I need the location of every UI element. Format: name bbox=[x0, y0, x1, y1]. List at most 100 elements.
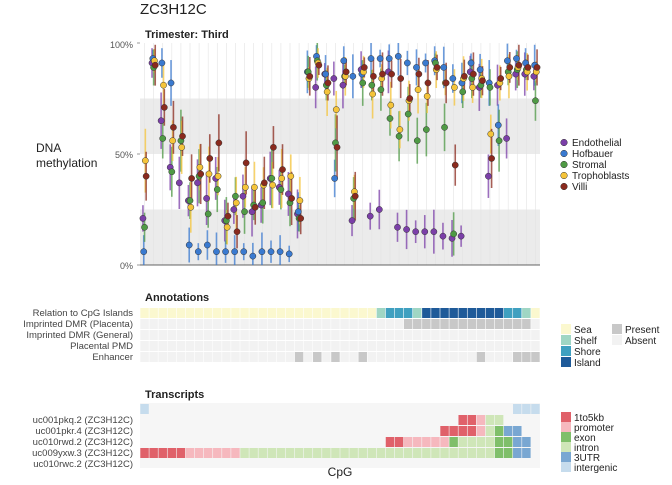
annotation-tile bbox=[449, 319, 458, 329]
transcript-tile bbox=[413, 437, 422, 447]
legend-label: Shelf bbox=[574, 336, 597, 347]
annotation-tile bbox=[258, 352, 267, 362]
data-point bbox=[532, 97, 539, 105]
data-point bbox=[185, 241, 193, 249]
data-point bbox=[340, 57, 348, 65]
annotation-tile bbox=[385, 308, 395, 318]
annotation-tile bbox=[203, 308, 213, 318]
legend-item-1to5kb: 1to5kb bbox=[561, 412, 604, 424]
transcript-tile bbox=[522, 437, 531, 447]
data-point bbox=[394, 52, 402, 60]
transcript-tile bbox=[149, 448, 158, 458]
annotation-tile bbox=[249, 330, 258, 340]
annotation-tile bbox=[531, 330, 540, 340]
data-point bbox=[414, 86, 422, 93]
annotation-tile bbox=[285, 308, 295, 318]
data-point bbox=[268, 175, 276, 182]
data-point bbox=[160, 104, 168, 111]
annotation-tile bbox=[376, 352, 386, 362]
data-point bbox=[151, 61, 159, 69]
y-tick-label-50: 50% bbox=[115, 150, 133, 160]
legend-item-trophoblasts: Trophoblasts bbox=[560, 171, 629, 182]
legend-item-promoter: promoter bbox=[561, 422, 615, 434]
annotation-tile bbox=[503, 352, 513, 362]
data-point bbox=[332, 106, 340, 113]
transcript-tile bbox=[267, 448, 277, 458]
data-point bbox=[504, 57, 511, 65]
y-axis-label-line2: methylation bbox=[36, 156, 97, 170]
data-point bbox=[230, 206, 238, 213]
data-point bbox=[351, 192, 359, 200]
annotation-tile bbox=[458, 319, 467, 329]
legend-swatch bbox=[561, 452, 571, 462]
data-point bbox=[194, 179, 201, 187]
annotation-row-label-cgi: Relation to CpG Islands bbox=[33, 308, 134, 319]
annotation-tile bbox=[331, 308, 340, 318]
legend-item-absent: Absent bbox=[612, 335, 656, 347]
data-point bbox=[239, 192, 247, 200]
annotation-tile bbox=[440, 319, 449, 329]
annotation-tile bbox=[467, 319, 477, 329]
data-point bbox=[376, 55, 384, 62]
legend-label: Present bbox=[625, 325, 660, 336]
data-point bbox=[406, 95, 414, 102]
data-point bbox=[394, 223, 401, 231]
annotation-tile bbox=[376, 308, 386, 318]
annotation-tile bbox=[413, 352, 422, 362]
annotation-tile bbox=[376, 330, 386, 340]
annotation-tile bbox=[522, 330, 531, 340]
transcript-tile bbox=[222, 448, 231, 458]
annotation-tile bbox=[185, 308, 195, 318]
annotation-tile bbox=[231, 319, 240, 329]
data-point bbox=[349, 72, 357, 80]
data-point bbox=[158, 59, 166, 67]
annotation-tile bbox=[176, 308, 186, 318]
annotation-tile bbox=[249, 341, 258, 351]
annotation-tile bbox=[358, 341, 367, 351]
annotation-tile bbox=[422, 341, 431, 351]
annotation-tile bbox=[313, 330, 322, 340]
transcript-tile bbox=[394, 437, 404, 447]
data-point bbox=[186, 197, 194, 204]
annotation-tile bbox=[467, 308, 477, 318]
annotation-tile bbox=[194, 330, 204, 340]
annotation-row-label-pmd: Placental PMD bbox=[70, 341, 133, 352]
annotation-tile bbox=[394, 330, 404, 340]
annotation-tile bbox=[185, 319, 195, 329]
data-point bbox=[324, 79, 332, 87]
transcript-tile bbox=[513, 404, 522, 414]
transcript-tile bbox=[349, 448, 358, 458]
y-tick-label-100: 100% bbox=[110, 40, 133, 50]
legend-item-island: Island bbox=[561, 357, 601, 369]
annotation-tile bbox=[203, 319, 213, 329]
data-point bbox=[233, 228, 241, 236]
transcript-tile bbox=[431, 437, 440, 447]
transcript-tile bbox=[467, 426, 477, 436]
annotation-tile bbox=[522, 319, 531, 329]
data-point bbox=[279, 166, 286, 173]
data-point bbox=[360, 64, 368, 71]
legend-marker bbox=[560, 138, 568, 147]
data-point bbox=[240, 248, 248, 256]
data-point bbox=[215, 139, 223, 147]
annotation-tile bbox=[167, 330, 177, 340]
data-point bbox=[469, 84, 476, 91]
data-point bbox=[430, 228, 438, 236]
annotation-tile bbox=[176, 330, 186, 340]
annotation-tile bbox=[249, 352, 258, 362]
annotation-tile bbox=[231, 352, 240, 362]
annotation-tile bbox=[431, 330, 440, 340]
data-point bbox=[297, 215, 305, 222]
legend-label: Trophoblasts bbox=[572, 171, 629, 182]
data-point bbox=[205, 170, 213, 178]
annotation-tile bbox=[231, 308, 240, 318]
data-point bbox=[369, 90, 376, 98]
annotation-tile bbox=[531, 308, 540, 318]
annotation-tile bbox=[385, 330, 395, 340]
transcript-tile bbox=[458, 437, 467, 447]
legend-item-endothelial: Endothelial bbox=[560, 138, 621, 149]
legend-swatch bbox=[561, 357, 571, 367]
annotation-tile bbox=[385, 352, 395, 362]
annotation-tile bbox=[422, 308, 431, 318]
data-point bbox=[404, 59, 411, 67]
